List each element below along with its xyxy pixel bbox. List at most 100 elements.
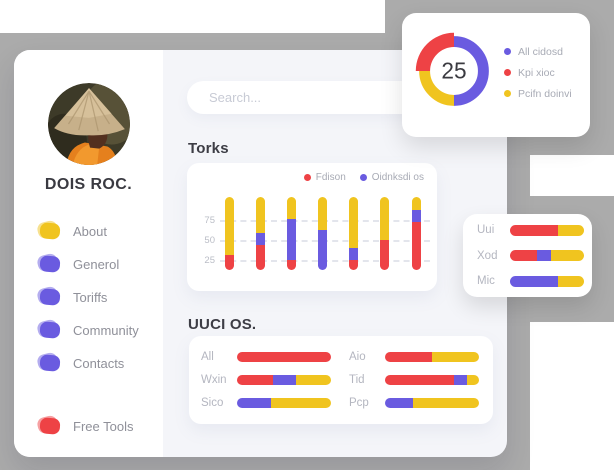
bar-row-label: Wxin [201, 373, 227, 386]
bar-row: Pcp [349, 391, 479, 414]
bar-segment [551, 250, 584, 261]
bar-row: All [201, 346, 331, 369]
avatar-portrait-icon [48, 83, 130, 165]
sidebar-item-contacts[interactable]: Contacts [35, 351, 156, 374]
stacked-bar [225, 197, 234, 270]
stacked-bar [349, 197, 358, 270]
bar-row-label: Xod [477, 249, 498, 262]
legend-dot-icon [504, 69, 511, 76]
sidebar-item-free-tools[interactable]: Free Tools [35, 414, 156, 437]
stacked-bar [237, 397, 331, 408]
bar-segment [466, 374, 479, 385]
blob-icon [35, 219, 61, 240]
legend-label: Fdison [315, 172, 346, 183]
stacked-bar [385, 352, 479, 363]
sidebar-item-label: About [73, 223, 107, 239]
sidebar-item-about[interactable]: About [35, 219, 156, 242]
bar-row: Mic [477, 275, 584, 287]
stacked-bar [412, 197, 421, 270]
bar-row-label: Uui [477, 224, 495, 236]
sidebar-item-label: Free Tools [73, 418, 134, 434]
blob-icon [35, 318, 61, 339]
legend-label: Kpi xioc [518, 66, 555, 79]
sidebar-footer: Free Tools [35, 414, 156, 448]
legend-dot-icon [504, 90, 511, 97]
blob-icon [35, 285, 61, 306]
bar-segment [536, 250, 552, 261]
sidebar-item-community[interactable]: Community [35, 318, 156, 341]
legend-item: Oidnksdi os [359, 172, 424, 183]
stacked-bar [380, 197, 389, 270]
bar-row-label: Sico [201, 396, 224, 409]
bar-segment [349, 247, 358, 261]
axis-tick: 75 [204, 215, 215, 226]
bar-row-label: All [201, 351, 214, 364]
donut-chart: 25 [415, 32, 489, 106]
bar-row-label: Tid [349, 373, 365, 386]
axis-tick: 25 [204, 255, 215, 266]
sidebar: DOIS ROC. About Generol Toriffs Community Co… [14, 50, 163, 457]
blob-icon [35, 414, 61, 435]
bar-segment [237, 352, 331, 363]
bar-segment [412, 209, 421, 223]
stacked-bar [510, 224, 584, 236]
bar-row-label: Pcp [349, 396, 369, 409]
axis-tick: 50 [204, 235, 215, 246]
bar-row: Aio [349, 346, 479, 369]
stacked-bar [256, 197, 265, 270]
blob-icon [35, 351, 61, 372]
avatar [48, 83, 130, 165]
bar-segment [380, 197, 389, 240]
sidebar-item-generol[interactable]: Generol [35, 252, 156, 275]
sidebar-menu: About Generol Toriffs Community Contacts [35, 219, 156, 385]
bar-row: Sico [201, 391, 331, 414]
bar-segment [453, 374, 467, 385]
stacked-bar [287, 197, 296, 270]
bar-segment [413, 397, 479, 408]
bar-segment [237, 374, 273, 385]
bar-segment [385, 397, 414, 408]
donut-center-value: 25 [441, 58, 466, 84]
bar-segment [225, 254, 234, 270]
bar-segment [385, 374, 454, 385]
sidebar-item-label: Toriffs [73, 289, 108, 305]
mini-bars-card: Uui Xod Mic [463, 214, 592, 297]
legend-item: Pcifn doinvi [504, 83, 572, 104]
uuci-chart-card: All Aio Wxin Tid Sico Pcp [189, 336, 493, 424]
legend-dot-icon [504, 48, 511, 55]
stacked-bar [237, 374, 331, 385]
profile-name: DOIS ROC. [44, 176, 133, 193]
bar-segment [225, 197, 234, 255]
legend-label: All cidosd [518, 45, 563, 58]
bar-segment [510, 224, 559, 236]
search-input[interactable] [187, 81, 437, 114]
legend-item: All cidosd [504, 41, 572, 62]
bar-segment [256, 197, 265, 233]
bar-segment [270, 397, 331, 408]
bar-segment [272, 374, 297, 385]
bar-segment [318, 230, 327, 270]
bar-segment [287, 219, 296, 261]
stacked-bar [510, 275, 584, 287]
bar-row: Uui [477, 224, 584, 236]
bar-segment [380, 239, 389, 270]
torks-chart-card: Fdison Oidnksdi os 75 50 25 [187, 163, 437, 291]
sidebar-item-toriffs[interactable]: Toriffs [35, 285, 156, 308]
donut-segment-kpi-xioc [415, 32, 454, 71]
torks-section-title: Torks [188, 140, 229, 157]
donut-segment-pcifn-doinvi [419, 70, 455, 106]
bar-segment [385, 352, 432, 363]
stacked-bar [385, 374, 479, 385]
stacked-bar [237, 352, 331, 363]
bar-row: Wxin [201, 369, 331, 392]
bar-segment [412, 197, 421, 210]
legend-dot-icon [303, 174, 311, 181]
sidebar-item-label: Contacts [73, 355, 125, 371]
bar-segment [349, 260, 358, 270]
bar-segment [558, 275, 584, 287]
stacked-bar [510, 250, 584, 261]
bar-segment [510, 275, 559, 287]
legend-item: Fdison [303, 172, 346, 183]
bar-segment [510, 250, 537, 261]
legend-item: Kpi xioc [504, 62, 572, 83]
